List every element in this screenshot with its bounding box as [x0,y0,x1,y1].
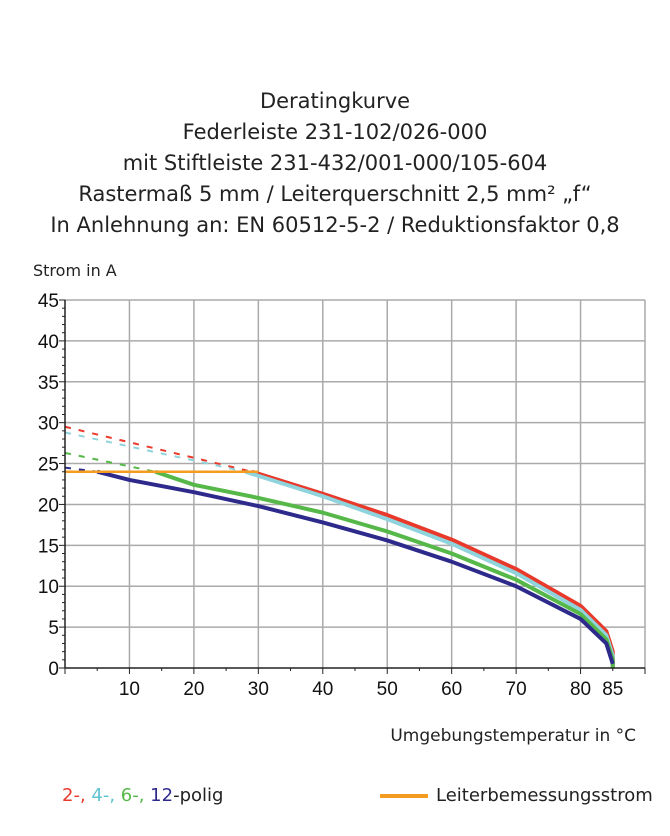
y-tick-label: 30 [38,414,59,435]
x-tick-label: 40 [312,679,333,700]
y-tick-label: 25 [38,455,59,476]
legend-12: 12 [150,785,173,806]
title-line: Rastermaß 5 mm / Leiterquerschnitt 2,5 m… [78,182,592,206]
x-axis-label: Umgebungstemperatur in °C [390,726,636,746]
series-2-dashed [64,425,253,473]
title-line: Deratingkurve [259,89,411,113]
legend-2: 2-, [62,785,91,806]
y-tick-label: 15 [38,536,59,557]
chart-title: Deratingkurve Federleiste 231-102/026-00… [0,86,670,241]
legend-6: 6-, [121,785,150,806]
legend-polig-suffix: -polig [173,785,223,806]
legend-4: 4-, [91,785,120,806]
series-6-dashed [64,451,156,473]
title-line: Federleiste 231-102/026-000 [182,120,488,144]
x-tick-label: 20 [183,679,204,700]
x-tick-label: 80 [570,679,591,700]
x-tick-label: 60 [441,679,462,700]
y-tick-label: 45 [38,291,59,312]
x-tick-label: 50 [377,679,398,700]
y-tick-label: 10 [38,577,59,598]
x-tick-label: 10 [119,679,140,700]
x-tick-label: 85 [602,679,623,700]
y-tick-label: 35 [38,373,59,394]
y-tick-label: 20 [38,495,59,516]
y-axis-label: Strom in A [33,261,117,280]
title-line: mit Stiftleiste 231-432/001-000/105-604 [122,151,548,175]
series-2-line [251,469,615,668]
series-12-line [96,469,615,665]
y-tick-label: 40 [38,332,59,353]
x-tick-label: 30 [248,679,269,700]
y-tick-label: 5 [48,618,59,639]
x-tick-label: 70 [506,679,527,700]
series-12-dashed [64,466,98,473]
series-6-line [154,469,615,668]
series-4-line [244,469,615,668]
title-line: In Anlehnung an: EN 60512-5-2 / Reduktio… [50,213,620,237]
legend-rated: Leiterbemessungsstrom [436,785,653,806]
y-tick-label: 0 [48,659,59,680]
series-4-dashed [64,431,246,473]
legend-polig: 2-, 4-, 6-, 12-polig [62,785,223,806]
